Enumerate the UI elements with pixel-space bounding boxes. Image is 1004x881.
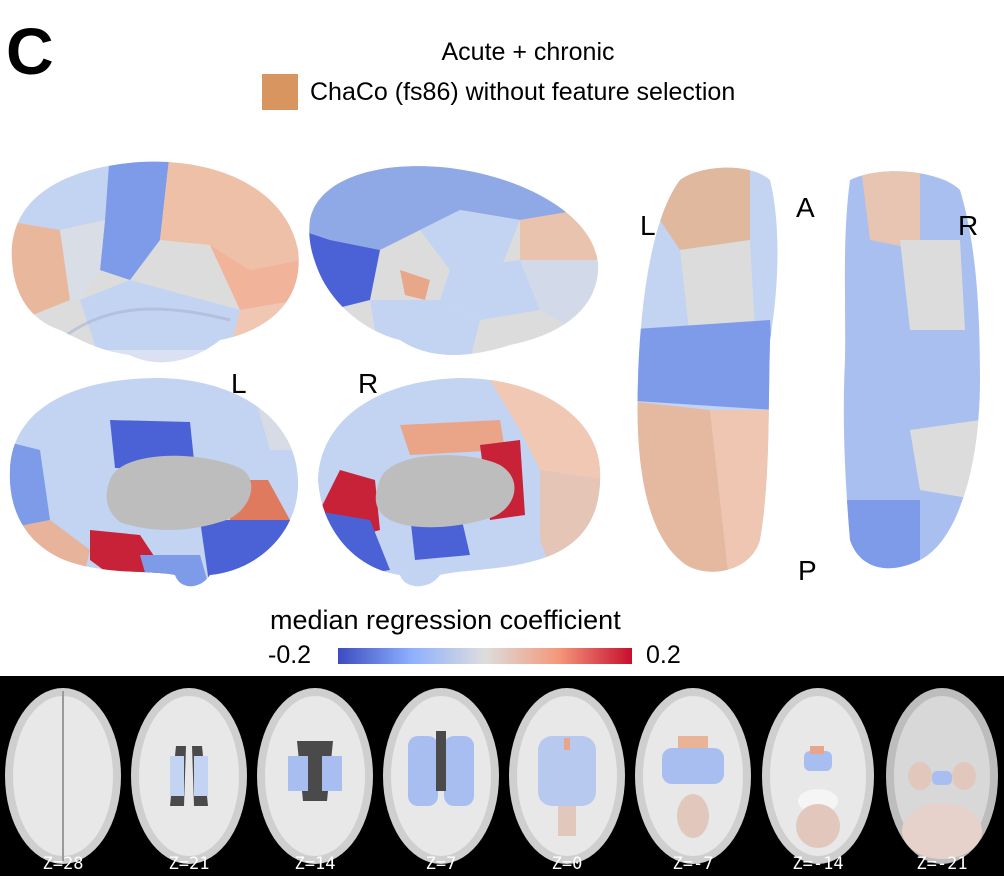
legend: ChaCo (fs86) without feature selection (262, 74, 735, 110)
colorbar-gradient (338, 648, 632, 664)
axial-slice: Z=-21 (880, 676, 1004, 876)
left-lateral-surface (11, 161, 299, 363)
slice-label: Z=21 (168, 854, 210, 874)
slice-label: Z=7 (425, 854, 457, 874)
dorsal-ventral-views: L A R P (637, 167, 980, 586)
colorbar-min-label: -0.2 (268, 641, 312, 669)
ventral-surface (843, 171, 980, 569)
figure-title: Acute + chronic (441, 38, 615, 66)
axial-slice: Z=28 (0, 676, 126, 876)
ventral-right-label: R (958, 210, 978, 241)
legend-label: ChaCo (fs86) without feature selection (310, 77, 736, 106)
axial-slices-strip: Z=28 Z=21 Z=14 Z=7 Z=0 Z=-7 Z=-14 Z=-21 (0, 676, 1004, 876)
slice-label: Z=-14 (792, 854, 844, 874)
right-hemisphere-label: R (358, 368, 378, 399)
slice-label: Z=0 (551, 854, 583, 874)
slice-label: Z=-21 (916, 854, 968, 874)
anterior-label: A (796, 192, 815, 223)
right-medial-surface (318, 378, 601, 587)
colorbar-title: median regression coefficient (270, 605, 621, 635)
axial-slice: Z=-7 (630, 676, 756, 876)
right-lateral-surface (309, 166, 599, 355)
lateral-medial-views: L R (9, 161, 601, 587)
axial-slice: Z=14 (252, 676, 378, 876)
dorsal-left-label: L (640, 210, 656, 241)
slice-label: Z=-7 (672, 854, 714, 874)
left-medial-surface (9, 378, 299, 587)
slice-label: Z=28 (42, 854, 84, 874)
axial-slice: Z=0 (504, 676, 630, 876)
axial-slice: Z=7 (378, 676, 504, 876)
left-hemisphere-label: L (231, 368, 247, 399)
axial-slice: Z=-14 (756, 676, 880, 876)
axial-slice: Z=21 (126, 676, 252, 876)
posterior-label: P (798, 555, 817, 586)
panel-letter: C (6, 14, 54, 88)
colorbar-max-label: 0.2 (646, 641, 681, 669)
slice-label: Z=14 (294, 854, 336, 874)
legend-swatch (262, 74, 298, 110)
